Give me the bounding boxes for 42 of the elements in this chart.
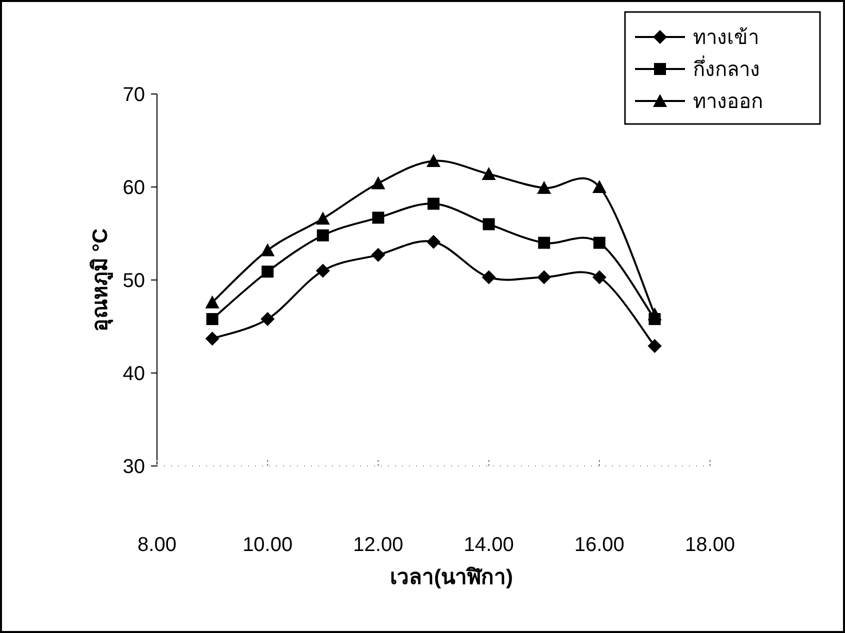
point [537,270,552,284]
x-tick-label: 18.00 [684,534,736,556]
point [537,180,552,194]
x-tick-label: 12.00 [353,534,404,556]
point [206,313,218,326]
y-tick-label: 70 [122,84,145,106]
x-tick-label: 10.00 [242,534,293,556]
point [482,166,496,180]
point [372,212,384,224]
x-tick-label: 14.00 [464,534,514,556]
x-axis-title: เวลา(นาฬิกา) [390,566,513,589]
point [316,264,330,278]
point [593,236,606,249]
point [316,212,330,225]
point [592,270,606,284]
y-tick-label: 40 [122,363,145,385]
point [426,234,440,249]
x-tick-label: 16.00 [574,534,624,556]
point [482,218,495,230]
point [482,270,496,284]
x-tick-label: 8.00 [138,534,176,556]
y-tick-label: 30 [122,456,145,478]
legend-label: ทางออก [693,91,763,113]
y-tick-label: 50 [122,270,145,292]
point [205,295,220,308]
point [371,176,386,190]
point [648,339,662,354]
point [371,248,386,262]
point [538,236,550,249]
legend-label: ทางเข้า [693,27,759,49]
point [260,243,275,256]
point [426,154,440,167]
y-tick-label: 60 [122,177,145,199]
y-axis-title: อุณหภูมิ °C [89,228,114,332]
point [262,266,274,278]
point [205,332,220,346]
point [648,307,662,320]
point [428,198,440,210]
point [260,312,275,326]
point [316,229,329,242]
point [592,180,606,193]
legend-label: กึ่งกลาง [693,55,760,81]
